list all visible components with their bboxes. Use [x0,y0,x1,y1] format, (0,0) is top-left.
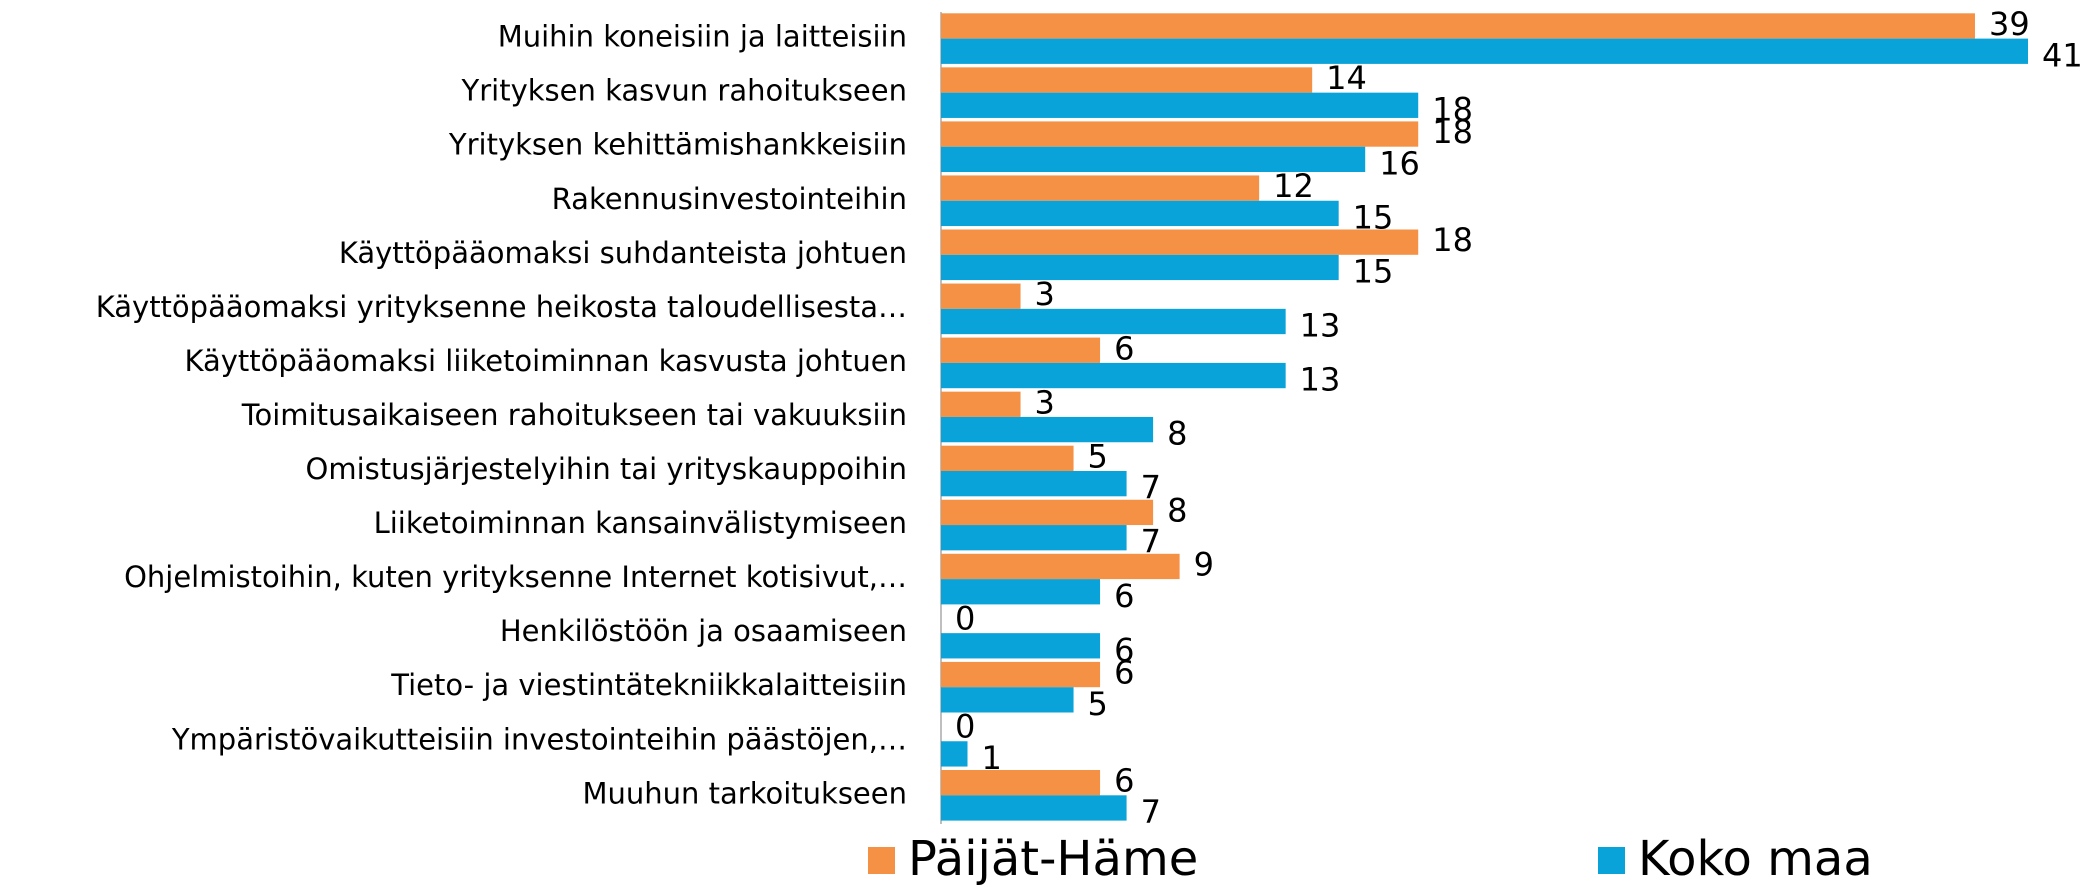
value-label: 12 [1273,167,1314,205]
value-label: 6 [1114,762,1134,800]
value-label: 14 [1326,59,1367,97]
bar [941,553,1180,580]
category-label: Liiketoiminnan kansainvälistymiseen [374,506,907,540]
value-label: 6 [1114,654,1134,692]
value-label: 6 [1114,329,1134,367]
bar [941,254,1339,281]
value-label: 16 [1379,144,1420,182]
category-label: Tieto- ja viestintätekniikkalaitteisiin [390,668,907,702]
value-label: 0 [955,708,975,746]
category-label: Toimitusaikaiseen rahoitukseen tai vakuu… [241,398,907,432]
bar [941,337,1101,363]
value-label: 7 [1141,469,1161,507]
value-label: 5 [1088,685,1108,723]
legend-label: Koko maa [1638,831,1873,887]
bar [941,795,1127,821]
bar [941,445,1074,471]
bar [941,146,1366,172]
bar [941,229,1419,255]
bar [941,308,1286,335]
category-label: Muuhun tarkoitukseen [583,776,907,810]
bar [941,283,1021,309]
category-label: Ympäristövaikutteisiin investointeihin p… [171,722,907,756]
category-label: Yrityksen kehittämishankkeisiin [448,128,907,162]
value-label: 5 [1088,437,1108,475]
value-label: 1 [982,739,1002,777]
bar [941,741,968,767]
value-label: 8 [1167,415,1187,453]
bar [941,770,1101,796]
bar [941,471,1127,497]
value-label: 6 [1114,577,1134,615]
value-label: 6 [1114,631,1134,669]
bar [941,525,1127,551]
category-label: Omistusjärjestelyihin tai yrityskauppoih… [306,452,907,486]
value-label: 8 [1167,491,1187,529]
category-label: Ohjelmistoihin, kuten yrityksenne Intern… [124,560,907,594]
bar [941,687,1074,713]
bar [941,121,1419,147]
value-label: 3 [1035,275,1055,313]
bar [941,13,1975,39]
bar [941,391,1021,417]
value-label: 41 [2042,36,2083,74]
bar [941,38,2028,64]
bar [941,92,1419,118]
category-label: Rakennusinvestointeihin [552,182,907,216]
bar [941,416,1154,443]
value-label: 9 [1194,545,1214,583]
value-label: 7 [1141,523,1161,561]
bar [941,362,1286,389]
value-label: 7 [1141,793,1161,831]
bar [941,579,1101,605]
category-label: Käyttöpääomaksi yrityksenne heikosta tal… [96,290,907,324]
legend-swatch [1598,847,1625,874]
category-label: Muihin koneisiin ja laitteisiin [498,20,907,54]
value-label: 13 [1300,361,1341,399]
value-label: 13 [1300,307,1341,345]
category-label: Käyttöpääomaksi suhdanteista johtuen [339,236,907,270]
value-label: 15 [1353,252,1394,290]
legend-label: Päijät-Häme [908,831,1198,887]
bar [941,67,1313,93]
category-label: Henkilöstöön ja osaamiseen [500,614,907,648]
category-label: Käyttöpääomaksi liiketoiminnan kasvusta … [184,344,907,378]
category-label: Yrityksen kasvun rahoitukseen [461,74,907,108]
bar [941,661,1101,688]
value-label: 18 [1432,90,1473,128]
value-label: 0 [955,600,975,638]
bar [941,175,1260,201]
value-label: 3 [1035,383,1055,421]
legend-swatch [868,847,895,874]
bar [941,499,1154,526]
value-label: 18 [1432,221,1473,259]
bar [941,633,1101,659]
value-label: 18 [1432,113,1473,151]
value-label: 39 [1989,5,2030,43]
bar [941,200,1339,227]
